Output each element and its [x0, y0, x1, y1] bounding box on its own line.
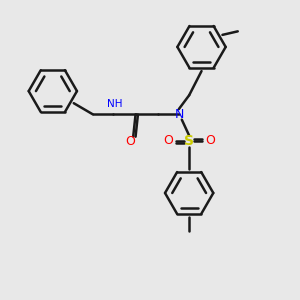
Text: O: O: [125, 135, 135, 148]
Text: N: N: [175, 108, 184, 121]
Text: S: S: [184, 134, 194, 148]
Text: NH: NH: [106, 99, 122, 109]
Text: O: O: [206, 134, 215, 147]
Text: O: O: [163, 134, 173, 147]
